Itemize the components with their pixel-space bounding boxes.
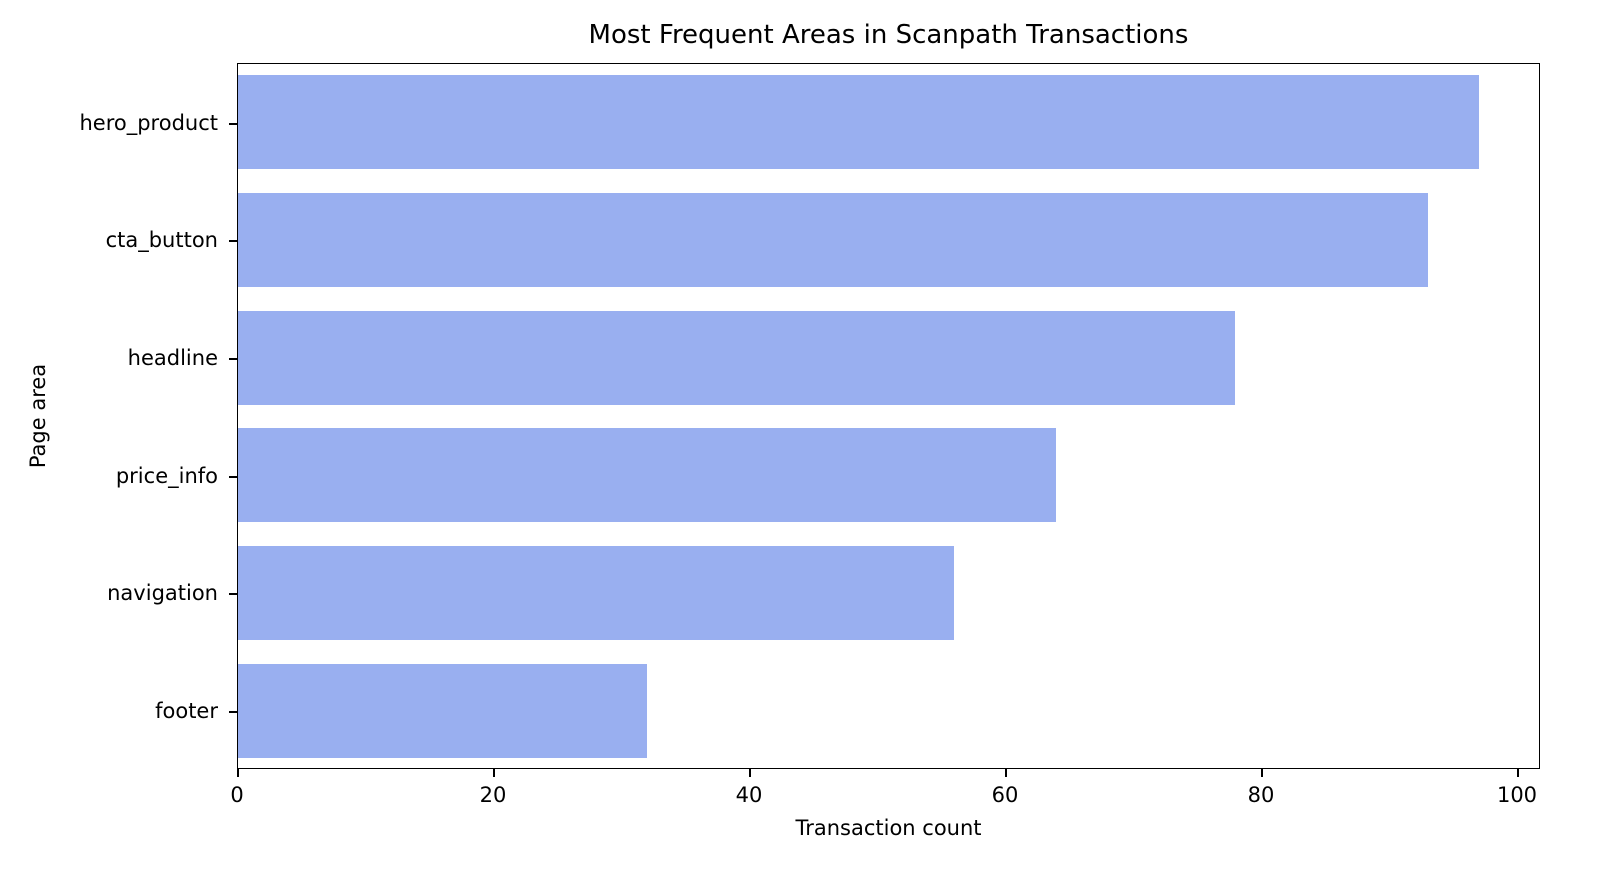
y-tick	[229, 593, 237, 595]
x-tick-label: 20	[479, 783, 507, 807]
y-axis-title: Page area	[26, 363, 50, 469]
y-tick-label: price_info	[115, 464, 218, 488]
x-tick-label: 40	[735, 783, 763, 807]
x-tick-label: 60	[991, 783, 1019, 807]
bar-cta-button	[238, 193, 1428, 287]
bar-hero-product	[238, 75, 1479, 169]
plot-area	[237, 63, 1540, 769]
bar-navigation	[238, 546, 954, 640]
x-tick	[1261, 769, 1263, 777]
bar-footer	[238, 664, 647, 758]
chart-title: Most Frequent Areas in Scanpath Transact…	[588, 20, 1189, 50]
y-tick-label: cta_button	[105, 228, 218, 252]
y-tick	[229, 358, 237, 360]
y-tick-label: navigation	[107, 581, 218, 605]
x-tick-label: 0	[230, 783, 244, 807]
x-tick	[1517, 769, 1519, 777]
x-tick	[493, 769, 495, 777]
x-tick	[237, 769, 239, 777]
y-tick	[229, 123, 237, 125]
bar-headline	[238, 311, 1235, 405]
x-tick	[1005, 769, 1007, 777]
bar-price-info	[238, 428, 1056, 522]
y-tick	[229, 476, 237, 478]
x-axis-title: Transaction count	[795, 816, 982, 840]
x-tick	[749, 769, 751, 777]
y-tick	[229, 711, 237, 713]
x-tick-label: 100	[1496, 783, 1538, 807]
y-tick-label: hero_product	[79, 111, 218, 135]
y-tick-label: footer	[155, 699, 218, 723]
y-tick-label: headline	[127, 346, 218, 370]
y-tick	[229, 240, 237, 242]
x-tick-label: 80	[1247, 783, 1275, 807]
